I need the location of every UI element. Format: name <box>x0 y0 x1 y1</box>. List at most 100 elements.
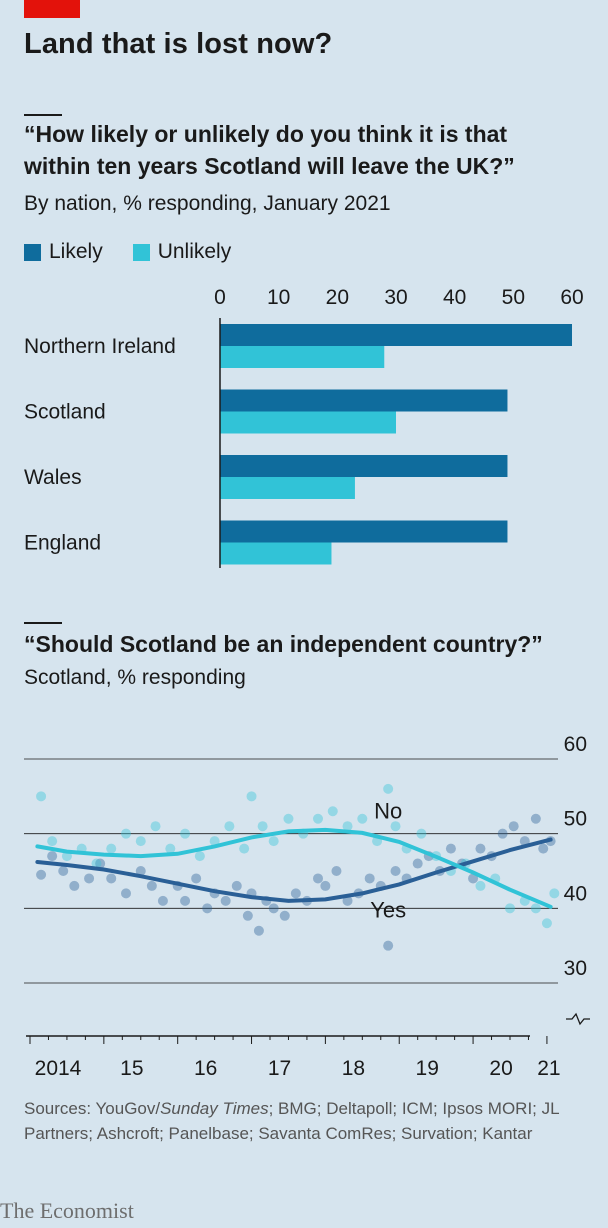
chart2-title: “Should Scotland be an independent count… <box>24 631 543 657</box>
point-yes-14 <box>202 903 213 914</box>
bar-scotland-likely <box>220 389 508 412</box>
point-no-12 <box>209 836 220 847</box>
legend-label-likely: Likely <box>49 240 103 263</box>
category-label-wales: Wales <box>24 466 82 489</box>
point-yes-0 <box>36 869 47 880</box>
bar-northern-ireland-likely <box>220 324 572 346</box>
x-tick-label-30: 30 <box>384 286 407 309</box>
x-tick-label-0: 0 <box>214 286 226 309</box>
point-no-21 <box>327 806 338 817</box>
point-yes-47 <box>530 813 541 824</box>
point-yes-3 <box>69 880 80 891</box>
point-yes-18 <box>242 910 253 921</box>
x-tick-label-2014: 2014 <box>35 1057 82 1080</box>
x-tick-label-17: 17 <box>268 1057 291 1080</box>
bar-chart: 0 10 20 30 40 50 60 Northern Ireland Scotland Wal… <box>24 286 584 568</box>
point-yes-20 <box>253 925 264 936</box>
point-yes-45 <box>508 821 519 832</box>
point-no-26 <box>390 821 401 832</box>
series-label-yes: Yes <box>370 897 406 922</box>
point-no-25 <box>383 783 394 794</box>
brand-footer: The Economist <box>0 1198 134 1223</box>
x-tick-label-50: 50 <box>502 286 525 309</box>
x-tick-label-10: 10 <box>267 286 290 309</box>
point-no-13 <box>224 821 235 832</box>
point-no-16 <box>257 821 268 832</box>
point-yes-8 <box>135 866 146 876</box>
x-tick-label-16: 16 <box>194 1057 217 1080</box>
y-tick-label-50: 50 <box>564 808 587 831</box>
point-yes-42 <box>475 843 486 854</box>
legend-item-likely: Likely <box>24 240 103 264</box>
point-no-9 <box>165 843 176 854</box>
page-title: Land that is lost now? <box>24 28 333 60</box>
x-tick-label-19: 19 <box>416 1057 439 1080</box>
legend-label-unlikely: Unlikely <box>157 240 232 263</box>
category-label-northern-ireland: Northern Ireland <box>24 335 176 358</box>
chart1-title-line1: “How likely or unlikely do you think it … <box>24 121 508 147</box>
x-tick-label-60: 60 <box>560 286 583 309</box>
point-no-38 <box>549 888 560 899</box>
chart2-subtitle: Scotland, % responding <box>24 666 246 689</box>
series-label-no: No <box>374 799 402 824</box>
point-yes-9 <box>146 880 157 891</box>
point-no-5 <box>106 843 117 854</box>
legend-swatch-likely <box>24 243 41 261</box>
x-tick-label-20: 20 <box>326 286 349 309</box>
point-yes-7 <box>121 888 131 899</box>
point-yes-13 <box>191 873 202 884</box>
point-no-18 <box>283 813 294 824</box>
axis-break-icon <box>566 1012 590 1026</box>
bar-england-unlikely <box>220 542 332 565</box>
x-tick-label-40: 40 <box>443 286 466 309</box>
point-no-37 <box>541 918 552 929</box>
point-no-32 <box>475 880 486 891</box>
point-yes-31 <box>364 873 375 884</box>
point-yes-12 <box>180 895 191 906</box>
sources-prefix: Sources: YouGov/ <box>24 1099 161 1118</box>
line-chart: 30 40 50 60 No Yes 2014 15 16 17 18 19 20 21 <box>24 733 590 1080</box>
point-no-23 <box>357 813 368 824</box>
trend-line-no <box>35 827 553 909</box>
point-yes-44 <box>497 828 508 839</box>
chart1-legend: Likely Unlikely <box>24 240 261 264</box>
point-yes-4 <box>84 873 95 884</box>
chart1-title: “How likely or unlikely do you think it … <box>24 118 515 182</box>
y-tick-label-30: 30 <box>564 957 587 980</box>
category-label-england: England <box>24 532 101 555</box>
point-no-22 <box>342 821 353 832</box>
x-tick-label-20: 20 <box>489 1057 512 1080</box>
point-no-34 <box>505 903 515 914</box>
point-no-15 <box>246 791 257 802</box>
x-tick-label-21: 21 <box>537 1057 560 1080</box>
point-no-28 <box>416 828 427 839</box>
point-yes-29 <box>342 895 353 906</box>
x-tick-label-18: 18 <box>342 1057 365 1080</box>
point-yes-41 <box>468 873 479 884</box>
point-yes-27 <box>320 880 331 891</box>
point-yes-48 <box>538 843 549 854</box>
point-yes-26 <box>313 873 323 884</box>
point-yes-33 <box>383 940 394 951</box>
y-tick-label-60: 60 <box>564 733 587 756</box>
sources-note: Sources: YouGov/Sunday Times; BMG; Delta… <box>24 1096 584 1146</box>
chart1-rule <box>24 114 62 116</box>
point-yes-10 <box>157 895 168 906</box>
bar-england-likely <box>220 520 508 543</box>
point-no-4 <box>91 858 102 869</box>
point-yes-17 <box>231 880 242 891</box>
chart1-subtitle: By nation, % responding, January 2021 <box>24 192 391 215</box>
point-yes-2 <box>58 866 69 876</box>
point-no-10 <box>180 828 191 839</box>
trend-line-yes <box>35 837 553 903</box>
x-tick-label-15: 15 <box>120 1057 143 1080</box>
point-no-36 <box>530 903 541 914</box>
chart1-title-line2: within ten years Scotland will leave the… <box>24 153 515 179</box>
sources-italic: Sunday Times <box>160 1099 269 1118</box>
point-no-20 <box>313 813 323 824</box>
point-no-8 <box>150 821 161 832</box>
point-no-1 <box>47 836 58 847</box>
point-yes-36 <box>412 858 423 869</box>
point-yes-16 <box>220 895 231 906</box>
point-yes-23 <box>279 910 290 921</box>
